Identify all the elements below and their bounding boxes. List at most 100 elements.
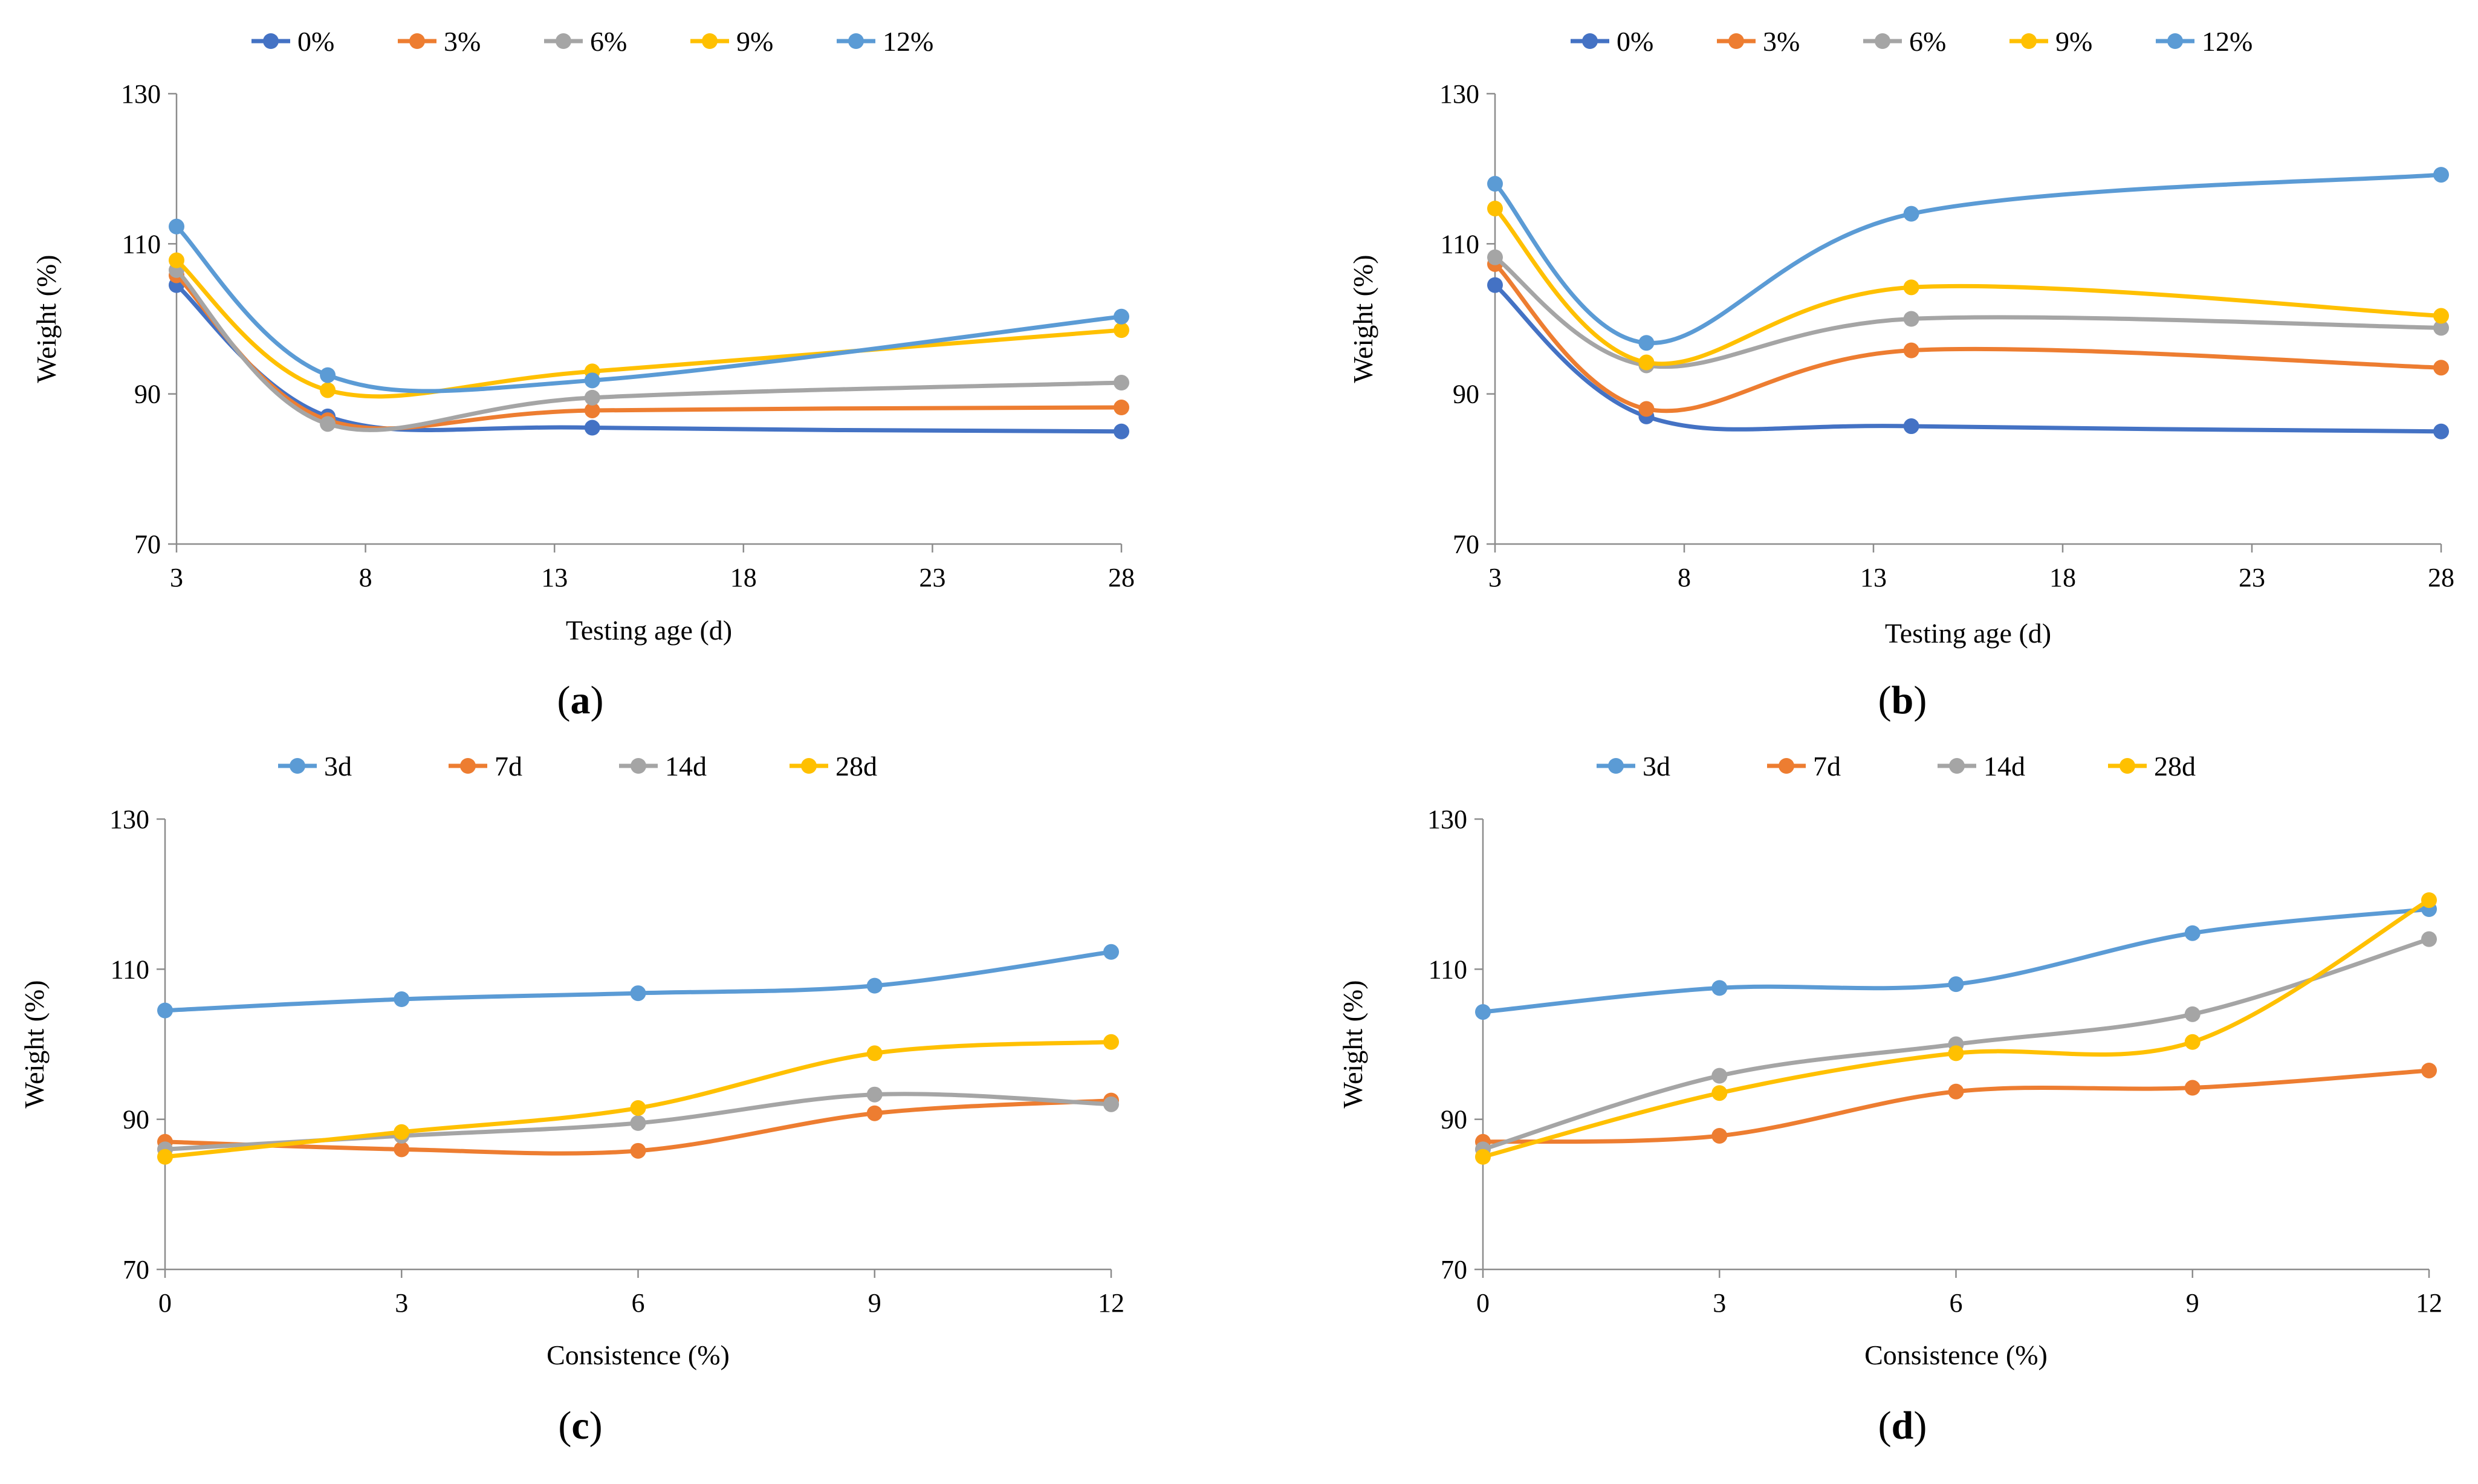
legend-label: 9% <box>2055 26 2092 57</box>
x-tick-label: 3 <box>1713 1288 1726 1318</box>
x-tick-label: 18 <box>2049 563 2076 592</box>
series-3d <box>157 944 1119 1019</box>
legend-label: 14d <box>665 751 707 782</box>
legend-label: 14d <box>1983 751 2025 782</box>
x-tick-label: 12 <box>2416 1288 2442 1318</box>
data-point <box>320 382 336 398</box>
series-line <box>1493 255 2444 369</box>
legend-swatch-marker <box>848 33 864 49</box>
legend-item-3d: 3d <box>1597 751 1670 782</box>
series-0% <box>1487 277 2449 439</box>
legend-item-0%: 0% <box>251 26 334 57</box>
x-tick-label: 3 <box>395 1288 408 1318</box>
series-9% <box>1487 200 2449 371</box>
legend-swatch-marker <box>556 33 571 49</box>
series-6% <box>169 262 1129 432</box>
legend-item-0%: 0% <box>1571 26 1653 57</box>
data-point <box>1638 401 1655 417</box>
x-axis-label: Consistence (%) <box>547 1340 730 1370</box>
y-tick-label: 110 <box>111 954 149 984</box>
x-axis-label: Testing age (d) <box>1885 618 2051 649</box>
x-tick-label: 0 <box>1476 1288 1490 1318</box>
legend-label: 3% <box>1763 26 1800 57</box>
legend-item-14d: 14d <box>1938 751 2025 782</box>
legend-swatch-marker <box>2021 33 2037 49</box>
x-tick-label: 28 <box>2428 563 2454 592</box>
data-point <box>2421 931 2437 947</box>
legend-swatch-marker <box>1949 758 1965 774</box>
data-point <box>1475 1149 1491 1165</box>
data-point <box>1711 1085 1728 1101</box>
data-point <box>1711 980 1728 996</box>
x-tick-label: 8 <box>359 563 372 592</box>
series-28d <box>1475 892 2437 1165</box>
data-point <box>866 1105 883 1121</box>
y-tick-label: 130 <box>109 805 149 834</box>
data-point <box>2421 1062 2437 1078</box>
data-point <box>1487 249 1503 265</box>
legend-swatch-marker <box>290 758 305 774</box>
data-point <box>866 977 883 994</box>
legend-swatch-marker <box>1608 758 1624 774</box>
legend-item-28d: 28d <box>790 751 877 782</box>
y-tick-label: 90 <box>134 380 161 409</box>
data-point <box>394 1141 410 1158</box>
data-point <box>1948 976 1964 993</box>
y-tick-label: 90 <box>1453 380 1479 409</box>
data-point <box>630 1142 646 1159</box>
legend-item-6%: 6% <box>1863 26 1946 57</box>
legend-label: 0% <box>297 26 334 57</box>
chart-panel-b: 70 90 110 130 3 8 13 18 23 28 Testing age (d) Weigh… <box>1348 26 2454 722</box>
legend-item-3%: 3% <box>1717 26 1800 57</box>
x-tick-label: 18 <box>730 563 757 592</box>
data-point <box>394 1124 410 1140</box>
legend-item-12%: 12% <box>837 26 933 57</box>
legend-swatch-marker <box>1582 33 1598 49</box>
series-14d <box>1475 931 2437 1158</box>
legend-label: 0% <box>1617 26 1653 57</box>
legend-item-7d: 7d <box>449 751 522 782</box>
data-point <box>1711 1127 1728 1144</box>
x-tick-label: 28 <box>1108 563 1135 592</box>
data-point <box>2184 925 2201 941</box>
legend-swatch-marker <box>409 33 425 49</box>
data-point <box>1475 1004 1491 1020</box>
data-point <box>394 991 410 1007</box>
data-point <box>1114 400 1129 416</box>
data-point <box>1103 1034 1119 1050</box>
data-point <box>157 1149 173 1165</box>
data-point <box>2184 1006 2201 1022</box>
data-point <box>2184 1080 2201 1096</box>
y-tick-label: 70 <box>1441 1255 1467 1285</box>
data-point <box>1103 944 1119 960</box>
series-line <box>1493 206 2444 366</box>
series-line <box>174 258 1124 399</box>
y-tick-label: 130 <box>1427 805 1467 834</box>
x-tick-label: 9 <box>868 1288 881 1318</box>
y-tick-label: 130 <box>1439 79 1479 109</box>
data-point <box>630 1115 646 1131</box>
y-tick-label: 70 <box>123 1255 149 1285</box>
data-point <box>169 252 184 268</box>
x-tick-label: 13 <box>541 563 568 592</box>
legend-label: 12% <box>883 26 933 57</box>
legend-label: 3d <box>324 751 352 782</box>
legend-label: 6% <box>590 26 627 57</box>
data-point <box>320 416 336 432</box>
data-point <box>866 1045 883 1061</box>
data-point <box>320 367 336 383</box>
panel-label: (d) <box>1878 1404 1927 1448</box>
y-tick-label: 110 <box>1429 954 1467 984</box>
series-28d <box>157 1034 1119 1165</box>
data-point <box>584 389 600 406</box>
data-point <box>2433 308 2449 324</box>
legend-item-6%: 6% <box>544 26 627 57</box>
x-tick-label: 6 <box>1950 1288 1963 1318</box>
legend-item-7d: 7d <box>1767 751 1841 782</box>
x-tick-label: 8 <box>1678 563 1691 592</box>
data-point <box>584 420 600 436</box>
legend-swatch-marker <box>1779 758 1794 774</box>
series-line <box>1493 283 2444 434</box>
data-point <box>1114 375 1129 391</box>
